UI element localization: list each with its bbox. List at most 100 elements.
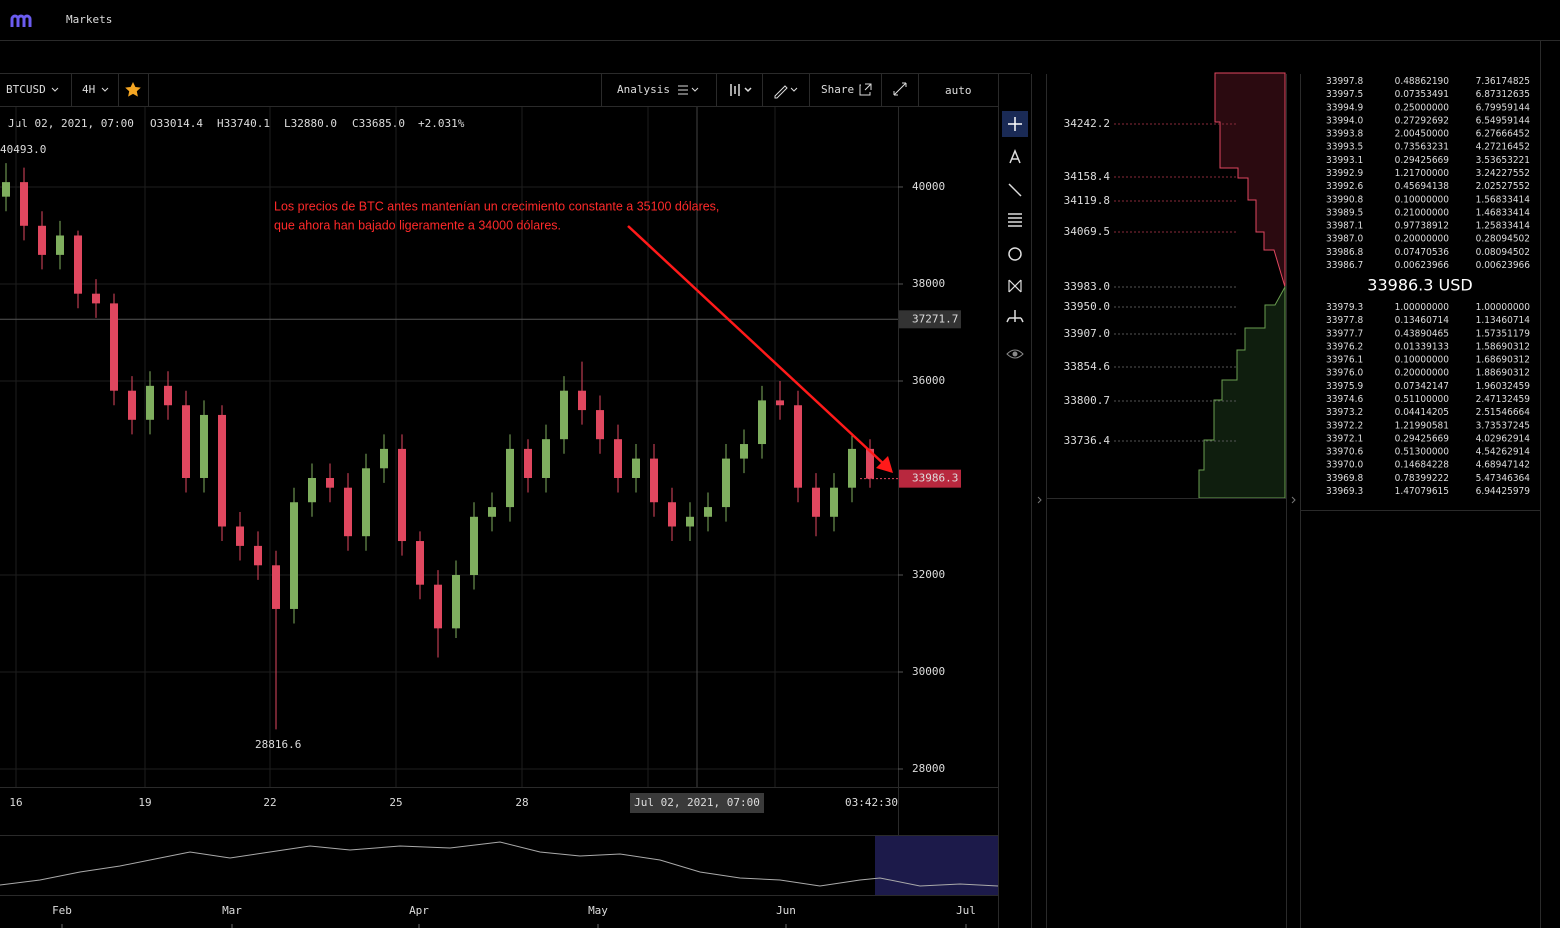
last-price: 33986.3 [912,472,958,485]
ob-total: 6.54959144 [1476,115,1531,126]
candle-body [668,502,676,527]
ob-price: 33975.9 [1326,381,1363,392]
x-tick-label: 19 [138,796,151,809]
info-high: H33740.1 [217,117,270,130]
month-label: Jul [956,904,976,917]
month-label: Apr [409,904,429,917]
ob-total: 4.54262914 [1476,447,1531,458]
analysis-button[interactable]: Analysis [617,83,670,96]
ob-total: 0.00623966 [1476,260,1531,271]
fib-tool[interactable] [1008,213,1022,227]
candle-body [182,405,190,478]
ob-price: 33977.7 [1326,328,1363,339]
crosshair-time-box [630,793,764,813]
candle-body [794,405,802,488]
ob-price: 33979.3 [1326,302,1363,313]
depth-price: 33854.6 [1064,360,1110,373]
candle-body [92,293,100,304]
month-label: May [588,904,608,917]
candle-body [758,400,766,445]
visibility-tool[interactable] [1006,349,1024,359]
month-label: Jun [776,904,796,917]
collapse-arrow[interactable] [1037,496,1042,504]
ob-amount: 0.25000000 [1395,102,1450,113]
scale-button[interactable]: auto [945,84,972,97]
candle-body [38,225,46,255]
candle-body [632,458,640,478]
info-date: Jul 02, 2021, 07:00 [8,117,134,130]
fullscreen-button[interactable] [893,82,907,96]
info-change: +2.031% [418,117,465,130]
ob-amount: 0.43890465 [1395,328,1449,339]
min-label: 28816.6 [255,738,301,751]
ob-price: 33997.5 [1326,89,1363,100]
ob-amount: 1.00000000 [1395,302,1450,313]
ob-amount: 0.07353491 [1395,89,1449,100]
ob-amount: 0.07342147 [1395,381,1449,392]
candle-body [776,400,784,406]
collapse-arrow[interactable] [1291,496,1296,504]
share-button[interactable]: Share [821,83,854,96]
ob-price: 33972.2 [1326,420,1363,431]
line-tool[interactable] [1008,183,1022,197]
navigator-window[interactable] [875,836,998,895]
ob-total: 6.27666452 [1476,129,1530,140]
ob-price: 33993.5 [1326,142,1363,153]
annotation: que ahora han bajado ligeramente a 34000… [274,218,561,232]
ob-amount: 1.47079615 [1395,486,1449,497]
candle-body [20,182,28,226]
info-open: O33014.4 [150,117,203,130]
shape-tool[interactable] [1008,247,1022,261]
ob-amount: 0.10000000 [1395,355,1450,366]
eye-pupil [1012,351,1018,357]
candle-body [254,545,262,566]
candle-body [488,507,496,517]
ob-price: 33994.0 [1326,115,1363,126]
ob-price: 33976.1 [1326,355,1363,366]
ob-total: 2.51546664 [1476,407,1531,418]
ob-total: 3.73537245 [1476,420,1530,431]
candle-body [308,477,316,503]
x-tick-label: 25 [389,796,402,809]
nav-markets[interactable]: Markets [66,13,112,26]
ob-amount: 0.48862190 [1395,76,1450,87]
candle-body [704,507,712,517]
chart-type-button[interactable] [730,84,752,96]
ob-amount: 0.10000000 [1395,194,1450,205]
interval-select[interactable]: 4H [82,83,95,96]
depth-price: 33736.4 [1064,434,1111,447]
ob-amount: 0.45694138 [1395,181,1450,192]
ob-total: 1.13460714 [1476,315,1531,326]
candle-body [326,477,334,488]
text-tool[interactable] [1009,149,1021,164]
candle-body [110,303,118,391]
ob-total: 1.68690312 [1476,355,1530,366]
favorite-star[interactable] [125,82,141,97]
ob-total: 1.58690312 [1476,341,1530,352]
crosshair-price-box [899,310,961,329]
candle-body [830,487,838,517]
candle-body [236,526,244,546]
symbol-select[interactable]: BTCUSD [6,83,46,96]
candle-body [722,458,730,508]
ob-amount: 0.51300000 [1395,447,1450,458]
ob-amount: 0.73563231 [1395,142,1449,153]
ob-price: 33969.8 [1326,473,1363,484]
ob-price: 33993.8 [1326,129,1363,140]
measure-tool[interactable] [1006,310,1024,323]
logo[interactable] [10,14,32,27]
candle-body [398,448,406,542]
candle-body [614,439,622,478]
candle-body [416,541,424,585]
ob-amount: 1.21990581 [1395,420,1449,431]
pattern-tool[interactable] [1008,279,1022,293]
month-label: Feb [52,904,72,917]
draw-button[interactable] [774,85,798,99]
ob-total: 7.36174825 [1476,76,1530,87]
ob-total: 4.68947142 [1476,460,1530,471]
ob-total: 1.88690312 [1476,368,1530,379]
candle-body [146,385,154,420]
candle-body [200,414,208,478]
ob-amount: 0.20000000 [1395,234,1450,245]
